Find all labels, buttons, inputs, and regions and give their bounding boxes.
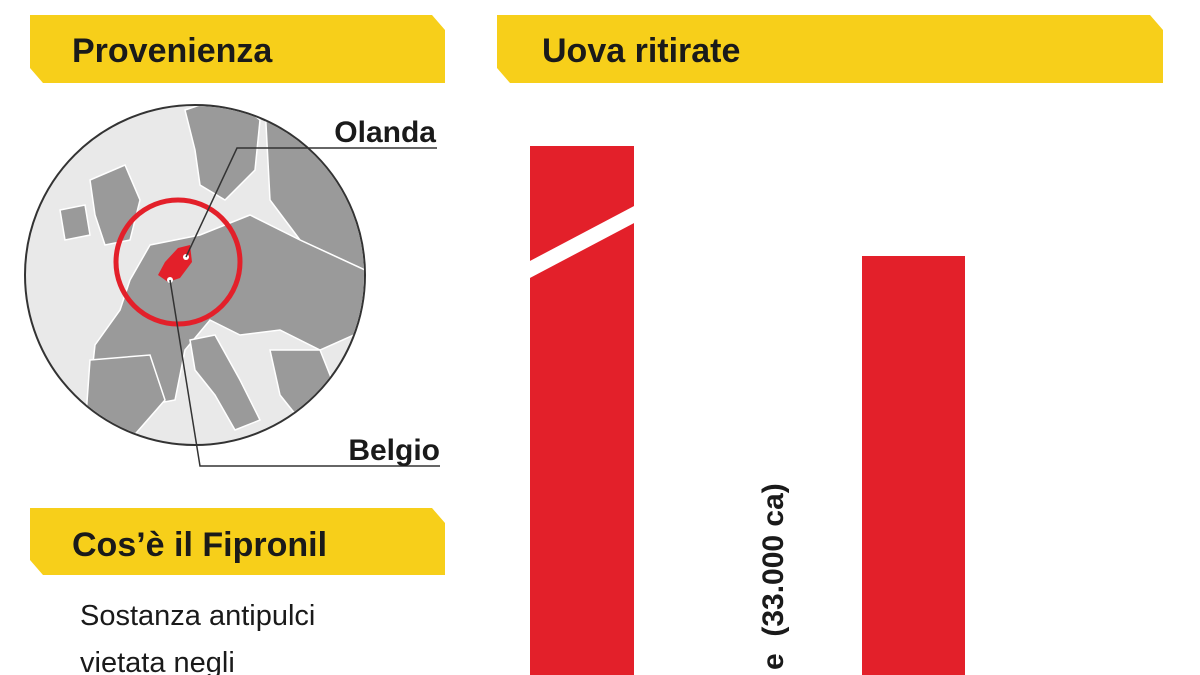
map-label: Belgio — [348, 434, 440, 467]
bar-break — [528, 205, 636, 279]
body-text: vietata negli — [80, 647, 235, 675]
bar-chart — [528, 146, 965, 675]
section-title: Cos’è il Fipronil — [72, 526, 327, 564]
bar-label: e (33.000 ca) — [757, 483, 790, 670]
header-tab — [497, 15, 1163, 83]
section-title: Uova ritirate — [542, 32, 740, 70]
header-tab — [30, 15, 445, 83]
section-title: Provenienza — [72, 32, 273, 70]
bar — [862, 256, 965, 675]
body-text: Sostanza antipulci — [80, 600, 315, 632]
header-tab — [30, 508, 445, 575]
map-label: Olanda — [334, 116, 436, 149]
europe-map — [24, 104, 440, 467]
